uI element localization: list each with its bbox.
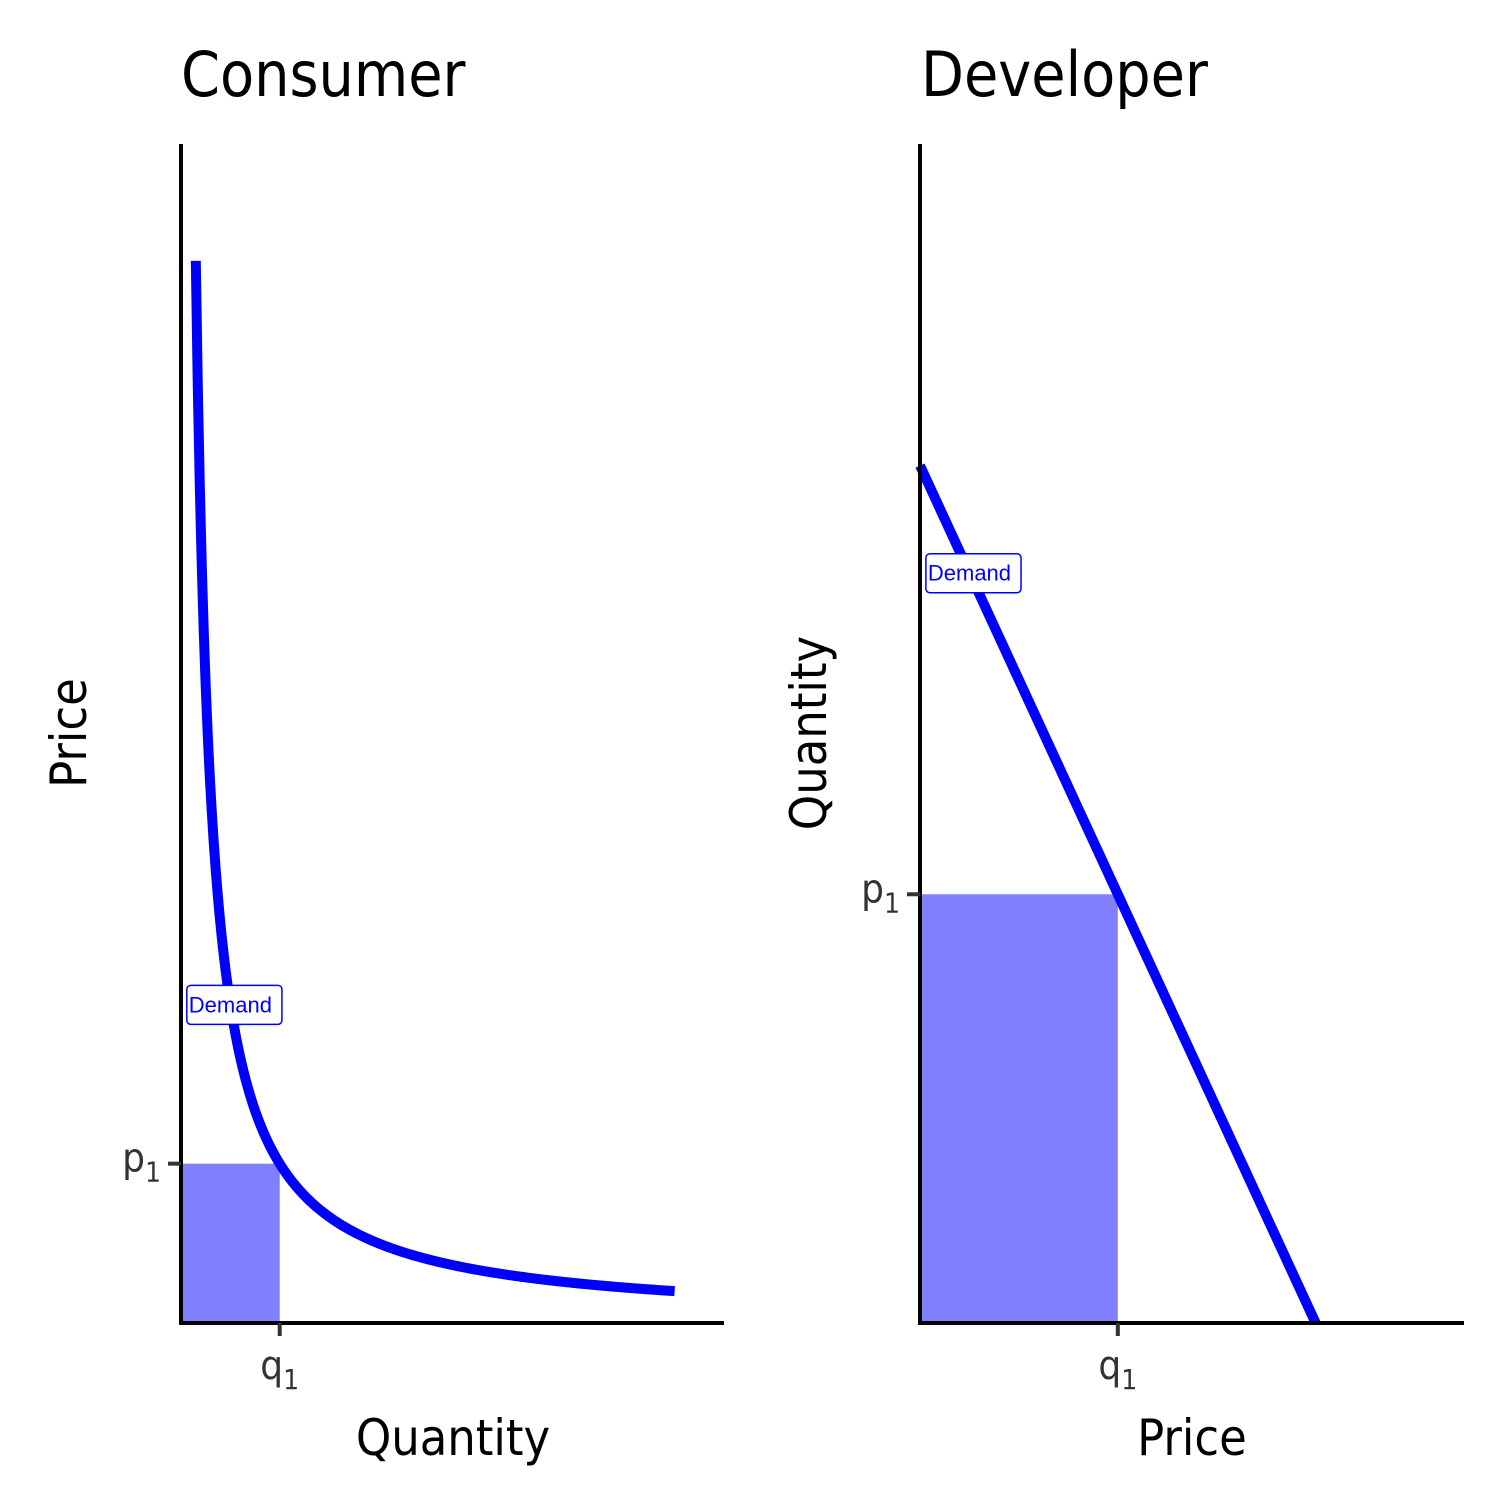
developer-panel: Developer Price Quantity q1 p1 Demand	[780, 38, 1464, 1467]
y-tick-label: p1	[122, 1136, 161, 1189]
x-axis-title: Price	[1137, 1409, 1247, 1467]
y-axis-title: Price	[40, 678, 98, 788]
shaded-area	[181, 1163, 280, 1323]
demand-curve	[190, 260, 675, 1297]
shaded-area	[920, 894, 1118, 1323]
demand-label: Demand	[186, 984, 283, 1026]
x-tick-label: q1	[260, 1343, 299, 1396]
panel-title: Consumer	[181, 38, 466, 111]
demand-label-box	[186, 984, 283, 1026]
panel-title: Developer	[921, 38, 1208, 111]
demand-label-text: Demand	[928, 561, 1011, 586]
y-tick-label: p1	[861, 866, 900, 919]
x-axis-title: Quantity	[356, 1409, 550, 1467]
demand-label: Demand	[925, 552, 1022, 594]
demand-curve	[915, 463, 1321, 1326]
demand-label-text: Demand	[189, 992, 272, 1017]
demand-label-box	[925, 552, 1022, 594]
consumer-panel: Consumer Quantity Price q1 p1 Demand	[40, 38, 724, 1467]
y-axis-title: Quantity	[780, 636, 838, 830]
x-tick-label: q1	[1098, 1343, 1137, 1396]
